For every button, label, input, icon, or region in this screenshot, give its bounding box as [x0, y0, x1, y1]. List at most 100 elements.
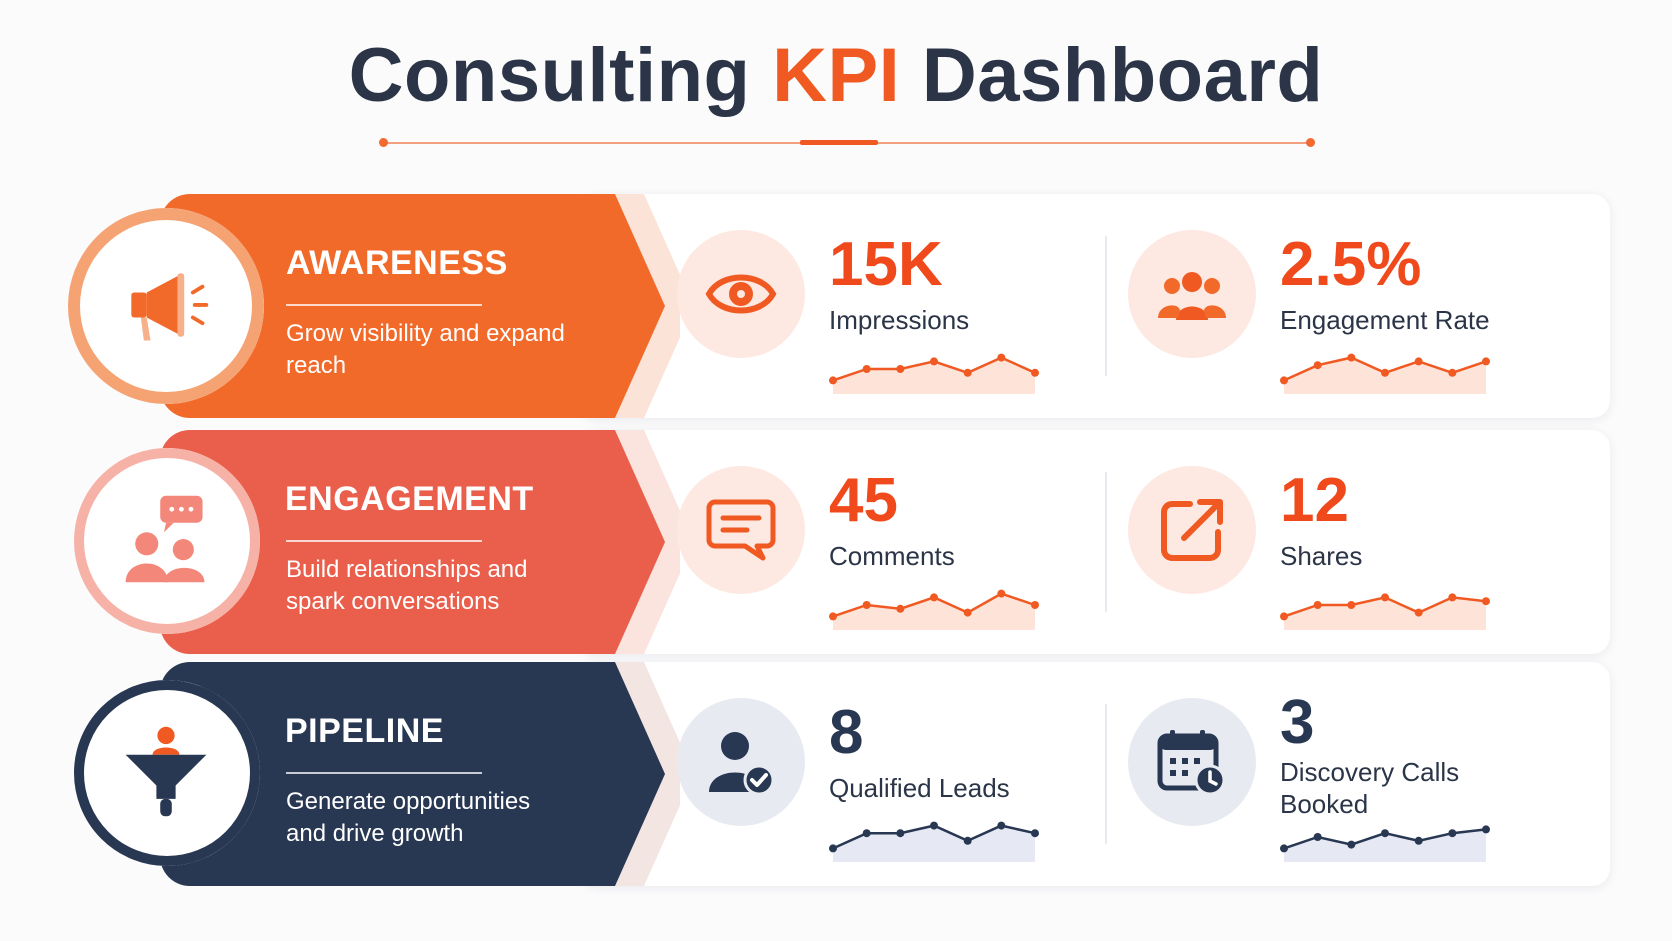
sparkline — [1280, 353, 1490, 394]
sparkline-point — [1381, 829, 1389, 838]
sparkline — [829, 589, 1039, 630]
verified-user-icon — [709, 732, 775, 796]
category-banner — [160, 194, 680, 418]
megaphone-icon — [131, 273, 209, 341]
sparkline-point — [1381, 593, 1389, 602]
kpi-icon-circle — [677, 230, 805, 358]
sparkline-point — [1313, 601, 1322, 609]
kpi-row-awareness: AWARENESS Grow visibility and expand rea… — [60, 194, 1615, 418]
sparkline-area — [833, 593, 1035, 630]
dashboard-header: Consulting KPI Dashboard — [0, 38, 1672, 114]
sparkline-area — [833, 825, 1035, 862]
category-title: AWARENESS — [286, 244, 508, 282]
category-description: Build relationships and spark conversati… — [286, 556, 528, 615]
kpi-icon-circle — [1128, 466, 1256, 594]
kpi-shares: 12 Shares — [1118, 430, 1598, 654]
sparkline-point — [1381, 368, 1389, 377]
funnel-icon — [125, 726, 207, 817]
kpi-divider — [1105, 472, 1107, 612]
kpi-row-pipeline: PIPELINE Generate opportunities and driv… — [60, 662, 1615, 886]
sparkline-point — [1448, 593, 1457, 602]
kpi-divider — [1105, 704, 1107, 844]
sparkline-point — [862, 829, 871, 838]
sparkline-point — [862, 601, 871, 609]
sparkline-point — [963, 368, 972, 377]
sparkline-point — [1414, 836, 1423, 845]
kpi-icon-circle — [1128, 698, 1256, 826]
kpi-icon-circle — [677, 466, 805, 594]
sparkline — [1280, 825, 1490, 862]
kpi-label: Discovery Calls Booked — [1280, 757, 1460, 819]
sparkline-area — [833, 357, 1035, 394]
sparkline-point — [1347, 601, 1356, 609]
category-badge — [74, 680, 260, 866]
share-icon — [1161, 499, 1223, 561]
kpi-label: Engagement Rate — [1280, 305, 1490, 335]
kpi-row-engagement: ENGAGEMENT Build relationships and spark… — [60, 430, 1615, 654]
kpi-discovery-calls: 3 Discovery Calls Booked — [1118, 662, 1598, 886]
kpi-value: 3 — [1280, 688, 1315, 757]
banner-shape — [160, 194, 680, 418]
sparkline-point — [997, 589, 1006, 598]
category-banner — [160, 430, 680, 654]
kpi-label: Impressions — [829, 305, 970, 335]
underline-accent — [800, 140, 878, 145]
sparkline-point — [862, 365, 871, 373]
kpi-icon-circle — [677, 698, 805, 826]
sparkline-point — [1448, 368, 1457, 377]
category-title: ENGAGEMENT — [285, 480, 534, 518]
sparkline-area — [1284, 597, 1486, 630]
title-accent: KPI — [772, 33, 901, 118]
badge-ring — [74, 448, 260, 634]
eye-icon — [705, 274, 777, 314]
kpi-value: 2.5% — [1280, 230, 1422, 299]
category-description: Grow visibility and expand reach — [286, 320, 565, 379]
underline-dot-right — [1306, 138, 1315, 147]
sparkline-point — [1031, 601, 1039, 609]
title-part-1: Consulting — [348, 33, 751, 118]
sparkline-point — [1347, 840, 1356, 849]
sparkline-point — [1031, 368, 1039, 377]
sparkline-point — [1482, 597, 1490, 606]
kpi-comments: 45 Comments — [667, 430, 1147, 654]
sparkline-point — [1347, 353, 1356, 362]
kpi-impressions: 15K Impressions — [667, 194, 1147, 418]
sparkline-point — [896, 365, 905, 373]
banner-shape — [160, 662, 680, 886]
sparkline-point — [896, 604, 905, 613]
page-title: Consulting KPI Dashboard — [0, 38, 1672, 114]
sparkline — [829, 821, 1039, 862]
sparkline-point — [1448, 829, 1457, 838]
sparkline-point — [1414, 608, 1423, 617]
kpi-value: 8 — [829, 698, 864, 767]
category-divider — [286, 304, 482, 306]
sparkline-point — [829, 376, 837, 385]
sparkline-point — [1482, 825, 1490, 834]
sparkline — [1280, 593, 1490, 630]
category-badge — [74, 448, 260, 634]
comment-icon — [706, 499, 776, 561]
kpi-value: 15K — [829, 230, 943, 299]
sparkline-point — [1313, 361, 1322, 370]
category-description: Generate opportunities and drive growth — [286, 788, 531, 847]
kpi-label: Shares — [1280, 541, 1363, 571]
kpi-label: Comments — [829, 541, 955, 571]
sparkline-point — [1414, 357, 1423, 366]
category-banner — [160, 662, 680, 886]
sparkline — [829, 353, 1039, 394]
sparkline-point — [1280, 376, 1288, 385]
kpi-icon-circle — [1128, 230, 1256, 358]
sparkline-point — [930, 593, 938, 602]
calendar-clock-icon — [1157, 730, 1226, 796]
underline-dot-left — [379, 138, 388, 147]
sparkline-point — [896, 829, 905, 838]
sparkline-point — [997, 821, 1006, 830]
kpi-label: Qualified Leads — [829, 773, 1010, 803]
banner-shape — [160, 430, 680, 654]
category-divider — [286, 540, 482, 542]
sparkline-point — [829, 844, 837, 853]
title-part-2: Dashboard — [921, 33, 1324, 118]
kpi-value: 45 — [829, 466, 898, 535]
sparkline-point — [1313, 833, 1322, 841]
sparkline-point — [1280, 612, 1288, 621]
